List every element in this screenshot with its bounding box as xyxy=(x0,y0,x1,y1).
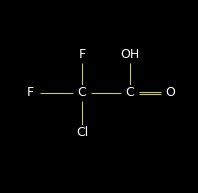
Text: F: F xyxy=(27,86,34,100)
Text: C: C xyxy=(78,86,86,100)
Text: C: C xyxy=(126,86,134,100)
Text: Cl: Cl xyxy=(76,126,88,140)
Text: O: O xyxy=(165,86,175,100)
Text: OH: OH xyxy=(120,48,140,62)
Text: F: F xyxy=(78,48,86,62)
